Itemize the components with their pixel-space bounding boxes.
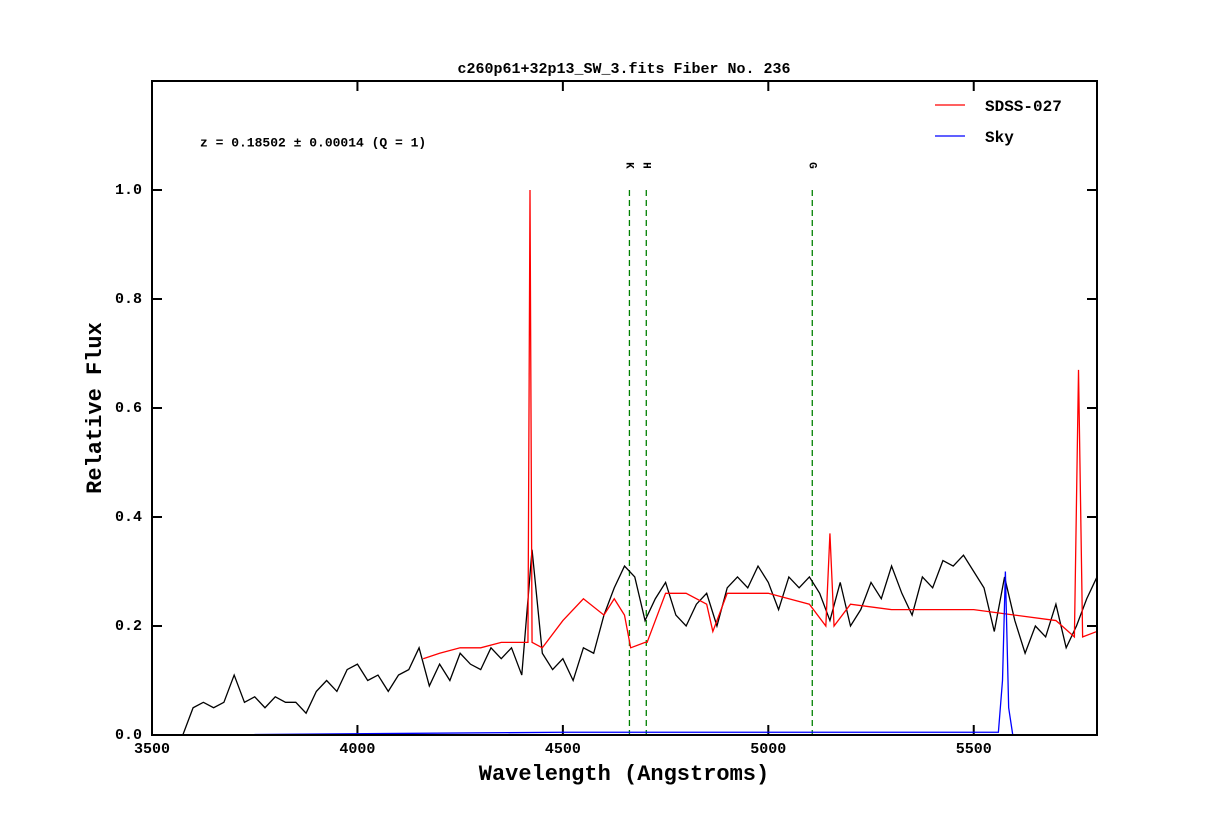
legend-label: Sky [985,129,1014,147]
feature-label: H [639,162,651,169]
x-tick-label: 5500 [956,741,992,758]
y-tick-label: 1.0 [115,182,142,199]
feature-label: G [805,162,817,169]
x-tick-label: 5000 [750,741,786,758]
series-line [422,189,1098,660]
x-tick-label: 4000 [339,741,375,758]
legend-label: SDSS-027 [985,98,1062,116]
plot-frame [151,80,1098,736]
series-line [184,571,1097,736]
feature-label: K [623,162,635,169]
chart-title: c260p61+32p13_SW_3.fits Fiber No. 236 [457,61,790,78]
y-tick-label: 0.6 [115,400,142,417]
y-axis-label: Relative Flux [83,322,108,494]
series-line [182,549,1098,736]
x-tick-label: 3500 [134,741,170,758]
x-axis-label: Wavelength (Angstroms) [479,762,769,787]
y-tick-label: 0.8 [115,291,142,308]
annotation: z = 0.18502 ± 0.00014 (Q = 1) [200,135,426,150]
y-tick-label: 0.2 [115,618,142,635]
y-tick-label: 0.4 [115,509,142,526]
y-tick-label: 0.0 [115,727,142,744]
x-tick-label: 4500 [545,741,581,758]
